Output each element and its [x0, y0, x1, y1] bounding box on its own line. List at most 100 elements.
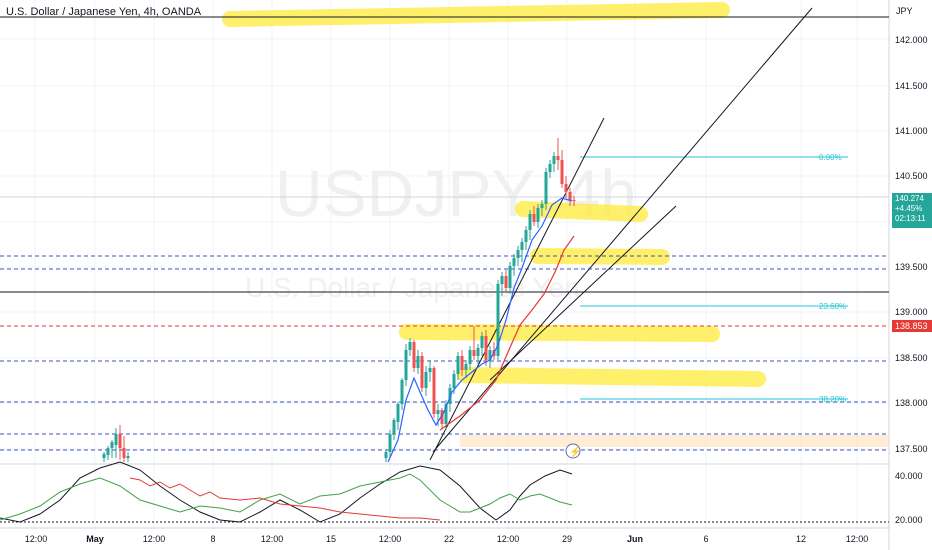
candle-body — [556, 156, 560, 160]
candle-body — [428, 368, 432, 372]
candle-body — [540, 204, 544, 208]
candle-body — [110, 442, 114, 448]
candle-body — [436, 410, 440, 414]
candle-body — [106, 448, 110, 455]
candle-body — [468, 350, 472, 364]
chart-title: U.S. Dollar / Japanese Yen, 4h, OANDA — [6, 6, 202, 18]
candle-body — [488, 350, 492, 360]
candle-body — [520, 242, 524, 250]
candle-body — [404, 350, 408, 380]
event-marker[interactable] — [565, 443, 581, 459]
last-price-tag: 140.274 +4.45% 02:13:11 — [892, 193, 932, 228]
fib-label-1: 23.60% — [819, 302, 846, 311]
time-tick: 12:00 — [261, 534, 284, 544]
price-change: +4.45% — [895, 204, 923, 213]
candle-body — [416, 356, 420, 368]
ma-slow-line — [439, 235, 575, 431]
candle-body — [396, 404, 400, 422]
time-tick: Jun — [627, 534, 643, 544]
time-tick: 12:00 — [846, 534, 869, 544]
candle-body — [464, 364, 468, 370]
ma-fast-line — [387, 197, 573, 463]
price-tick: 138.000 — [895, 398, 928, 408]
supply-zone[interactable] — [460, 435, 889, 447]
price-tick: 140.500 — [895, 171, 928, 181]
watermark-name: U.S. Dollar / Japanese Yen — [245, 272, 580, 303]
horizontal-levels[interactable] — [0, 16, 889, 523]
candle-body — [456, 356, 460, 374]
candle-body — [504, 276, 508, 288]
candle-body — [512, 258, 516, 266]
time-tick: 12:00 — [25, 534, 48, 544]
candle-body — [444, 404, 448, 424]
fib-label-0: 0.00% — [819, 153, 842, 162]
candle-body — [424, 372, 428, 388]
candle-body — [496, 284, 500, 356]
candle-body — [536, 208, 540, 222]
indicator-tick: 20.000 — [895, 515, 923, 525]
candle-body — [480, 336, 484, 348]
trend-lines[interactable] — [429, 7, 813, 461]
candle-body — [548, 164, 552, 172]
candle-body — [484, 336, 488, 360]
candle-body — [400, 380, 404, 404]
time-tick: May — [86, 534, 104, 544]
candle-body — [500, 276, 504, 284]
price-tick: 141.000 — [895, 126, 928, 136]
candle-body — [102, 454, 106, 458]
candle-body — [432, 368, 436, 414]
indicator-tick: 40.000 — [895, 471, 923, 481]
candle-body — [532, 214, 536, 222]
candle-body — [412, 342, 416, 368]
time-tick: 12:00 — [379, 534, 402, 544]
last-price: 140.274 — [895, 194, 924, 203]
time-tick: 8 — [210, 534, 215, 544]
candle-body — [568, 192, 572, 200]
price-tick: 138.500 — [895, 353, 928, 363]
candle-body — [384, 452, 388, 458]
bar-countdown: 02:13:11 — [895, 214, 926, 223]
candle-body — [528, 214, 532, 230]
candle-body — [460, 356, 464, 370]
candle-body — [560, 160, 564, 184]
candle-body — [420, 356, 424, 388]
indicator-line-green — [0, 473, 573, 521]
price-currency: JPY — [896, 6, 913, 16]
fibonacci-retracement[interactable]: 0.00% 23.60% 38.20% — [580, 153, 848, 404]
candle-body — [572, 200, 576, 201]
candle-body — [440, 410, 444, 424]
candle-body — [118, 434, 122, 448]
price-tick: 139.500 — [895, 262, 928, 272]
price-tick: 139.000 — [895, 307, 928, 317]
candle-body — [476, 348, 480, 356]
time-tick: 12:00 — [497, 534, 520, 544]
price-tick: 141.500 — [895, 81, 928, 91]
candle-body — [114, 434, 118, 445]
price-tick: 137.500 — [895, 444, 928, 454]
candle-body — [524, 230, 528, 242]
candle-body — [452, 374, 456, 388]
candle-body — [388, 434, 392, 452]
candle-body — [544, 172, 548, 204]
time-tick: 12:00 — [143, 534, 166, 544]
candle-body — [564, 184, 568, 192]
time-tick: 22 — [444, 534, 454, 544]
candle-body — [408, 342, 412, 350]
indicator-line-black — [0, 461, 573, 523]
fib-label-2: 38.20% — [819, 395, 846, 404]
time-tick: 29 — [562, 534, 572, 544]
time-tick: 6 — [703, 534, 708, 544]
candle-body — [122, 448, 126, 458]
lightning-icon: ⚡ — [569, 445, 581, 458]
price-tick: 142.000 — [895, 35, 928, 45]
candle-body — [552, 156, 556, 164]
candle-body — [126, 456, 130, 458]
level-price-tag: 138.853 — [892, 320, 932, 332]
candle-body — [508, 266, 512, 288]
candle-body — [392, 420, 396, 434]
time-tick: 12 — [796, 534, 806, 544]
candle-body — [516, 250, 520, 258]
time-tick: 15 — [326, 534, 336, 544]
